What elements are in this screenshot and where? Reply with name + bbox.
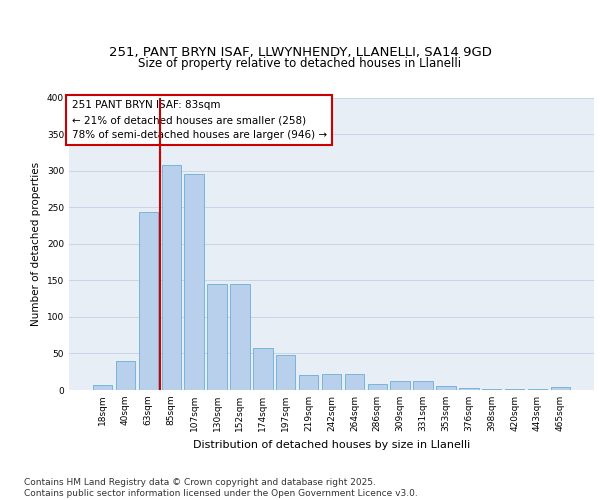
Y-axis label: Number of detached properties: Number of detached properties — [31, 162, 41, 326]
Bar — [93, 385, 112, 390]
Bar — [253, 348, 272, 390]
Bar — [139, 212, 158, 390]
Bar — [208, 284, 227, 390]
Bar — [368, 384, 387, 390]
Bar — [116, 361, 135, 390]
Bar — [459, 388, 479, 390]
Bar — [276, 355, 295, 390]
Bar — [322, 374, 341, 390]
Text: Contains HM Land Registry data © Crown copyright and database right 2025.
Contai: Contains HM Land Registry data © Crown c… — [24, 478, 418, 498]
Bar — [436, 386, 455, 390]
Bar — [230, 284, 250, 390]
Bar — [391, 381, 410, 390]
Text: Size of property relative to detached houses in Llanelli: Size of property relative to detached ho… — [139, 58, 461, 70]
Bar — [299, 376, 319, 390]
Bar — [344, 374, 364, 390]
Bar — [161, 165, 181, 390]
Text: 251, PANT BRYN ISAF, LLWYNHENDY, LLANELLI, SA14 9GD: 251, PANT BRYN ISAF, LLWYNHENDY, LLANELL… — [109, 46, 491, 59]
Bar — [413, 381, 433, 390]
Text: 251 PANT BRYN ISAF: 83sqm
← 21% of detached houses are smaller (258)
78% of semi: 251 PANT BRYN ISAF: 83sqm ← 21% of detac… — [71, 100, 327, 140]
X-axis label: Distribution of detached houses by size in Llanelli: Distribution of detached houses by size … — [193, 440, 470, 450]
Bar — [184, 174, 204, 390]
Bar — [551, 387, 570, 390]
